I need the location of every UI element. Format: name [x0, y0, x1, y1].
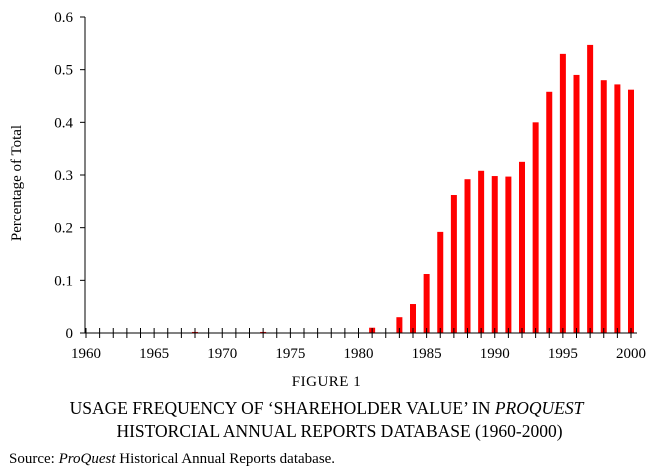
figure-title-line-2: HISTORCIAL ANNUAL REPORTS DATABASE (1960… — [116, 421, 563, 441]
chart-labels: 0 0.1 0.2 0.3 0.4 0.5 0.6 1960 1965 1970 1975 1980 1… — [9, 10, 646, 362]
y-tick-label: 0.5 — [54, 63, 73, 79]
figure-title-line-1: USAGE FREQUENCY OF ‘SHAREHOLDER VALUE’ I… — [0, 398, 653, 419]
bar-1986 — [437, 231, 444, 333]
bar-1994 — [546, 91, 553, 333]
bar-1998 — [600, 80, 607, 333]
bar-1989 — [478, 170, 485, 333]
y-tick-label: 0.2 — [54, 221, 73, 237]
x-tick-label: 2000 — [616, 346, 646, 362]
y-tick-label: 0 — [66, 326, 74, 342]
y-tick-label: 0.6 — [54, 10, 73, 26]
figure-title-italic: PROQUEST — [494, 398, 584, 418]
x-tick-label: 1960 — [71, 346, 101, 362]
bar-1985 — [423, 274, 430, 333]
bar-1988 — [464, 179, 471, 333]
bar-1992 — [519, 161, 525, 333]
y-tick-label: 0.4 — [54, 115, 73, 131]
bar-1987 — [450, 195, 457, 333]
x-tick-label: 1965 — [139, 346, 169, 362]
bar-1984 — [410, 304, 416, 333]
bar-1996 — [573, 74, 580, 334]
y-axis-title: Percentage of Total — [9, 125, 25, 241]
x-tick-label: 1980 — [344, 346, 374, 362]
bar-1983 — [396, 317, 403, 333]
bar-1993 — [532, 122, 539, 333]
bar-1991 — [505, 176, 512, 333]
source-italic: ProQuest — [58, 451, 116, 467]
figure-title-text: USAGE FREQUENCY OF ‘SHAREHOLDER VALUE’ I… — [69, 398, 495, 418]
bar-1997 — [587, 44, 594, 333]
figure-label: FIGURE 1 — [291, 374, 362, 390]
bar-1995 — [559, 53, 566, 334]
x-tick-label: 1995 — [548, 346, 578, 362]
x-tick-label: 1970 — [207, 346, 237, 362]
chart-axes — [80, 16, 637, 338]
source-note: Source: ProQuest Historical Annual Repor… — [9, 451, 335, 468]
bar-2000 — [628, 89, 634, 334]
x-tick-label: 1985 — [412, 346, 442, 362]
bar-1999 — [614, 84, 621, 333]
y-tick-label: 0.3 — [54, 168, 73, 184]
x-tick-label: 1990 — [480, 346, 510, 362]
x-tick-label: 1975 — [275, 346, 305, 362]
source-prefix: Source: — [9, 451, 59, 467]
bar-series — [192, 44, 634, 334]
bar-1990 — [491, 176, 498, 333]
source-rest: Historical Annual Reports database. — [115, 451, 336, 467]
y-tick-label: 0.1 — [54, 273, 73, 289]
bar-chart: 0 0.1 0.2 0.3 0.4 0.5 0.6 1960 1965 1970 1975 1980 1… — [9, 10, 646, 362]
